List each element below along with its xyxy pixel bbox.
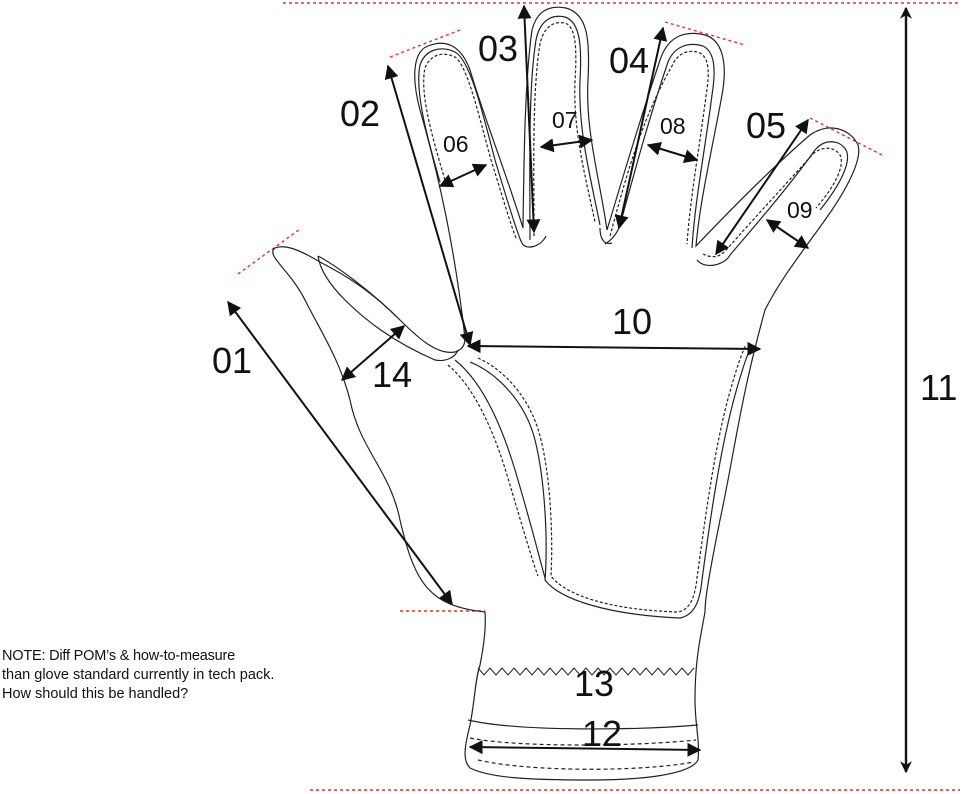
arrow-06-index-width xyxy=(438,163,488,188)
arrow-04-ring-length xyxy=(614,26,668,230)
arrow-01-thumb-length xyxy=(227,300,453,606)
pinky-finger-inner xyxy=(696,141,849,267)
cuff-top-line xyxy=(467,719,699,730)
label-08: 08 xyxy=(660,113,686,139)
arrow-14-thumb-width xyxy=(340,325,406,381)
pinky-tip-reference-line xyxy=(809,117,883,156)
label-12: 12 xyxy=(582,713,622,754)
label-11: 11 xyxy=(920,367,957,408)
pom-labels: 01 02 03 04 05 06 07 08 09 10 11 12 13 1… xyxy=(212,28,957,754)
ring-tip-reference-line xyxy=(664,21,746,46)
palm-panel xyxy=(469,344,753,619)
arrow-12-cuff-width xyxy=(468,740,702,757)
arrow-10-palm-width xyxy=(466,339,762,356)
middle-finger-base xyxy=(521,235,547,248)
thumb-palm-panel xyxy=(454,359,546,579)
palm-panel-stitch xyxy=(477,344,747,613)
index-tip-reference-line xyxy=(389,29,461,58)
arrow-05-pinky-length xyxy=(715,118,809,256)
measurement-arrows xyxy=(227,4,912,774)
label-01: 01 xyxy=(212,340,252,381)
label-06: 06 xyxy=(443,131,469,157)
arrow-07-middle-width xyxy=(539,134,594,153)
label-02: 02 xyxy=(340,93,380,134)
note-title: NOTE: Diff POM’s & how-to-measure xyxy=(2,648,235,664)
index-finger-stitch xyxy=(423,53,518,241)
arrow-02-index-length xyxy=(384,64,474,347)
reference-lines xyxy=(237,2,960,791)
label-03: 03 xyxy=(478,28,518,69)
arrow-08-ring-width xyxy=(646,141,699,164)
arrow-09-pinky-width xyxy=(765,219,810,249)
glove-outer-contour xyxy=(272,6,860,781)
thumb-inner-contour xyxy=(317,255,401,321)
label-09: 09 xyxy=(787,197,813,223)
arrow-03-middle-length xyxy=(517,4,541,234)
label-14: 14 xyxy=(372,354,412,395)
label-13: 13 xyxy=(574,663,614,704)
note-text-block: NOTE: Diff POM’s & how-to-measure than g… xyxy=(2,647,342,704)
cuff-bottom-dashed xyxy=(477,759,695,770)
pinky-finger-stitch xyxy=(702,147,842,258)
ring-finger-base xyxy=(599,227,613,245)
wrist-zigzag-stitch xyxy=(477,667,695,676)
label-07: 07 xyxy=(552,107,578,133)
note-line-1: than glove standard currently in tech pa… xyxy=(2,667,275,683)
index-finger-inner xyxy=(418,48,523,244)
label-10: 10 xyxy=(612,301,652,342)
label-04: 04 xyxy=(609,40,649,81)
note-line-2: How should this be handled? xyxy=(2,686,189,702)
thumb-tip-reference-line xyxy=(237,228,301,275)
thumb-palm-stitch xyxy=(447,364,539,577)
label-05: 05 xyxy=(746,105,786,146)
